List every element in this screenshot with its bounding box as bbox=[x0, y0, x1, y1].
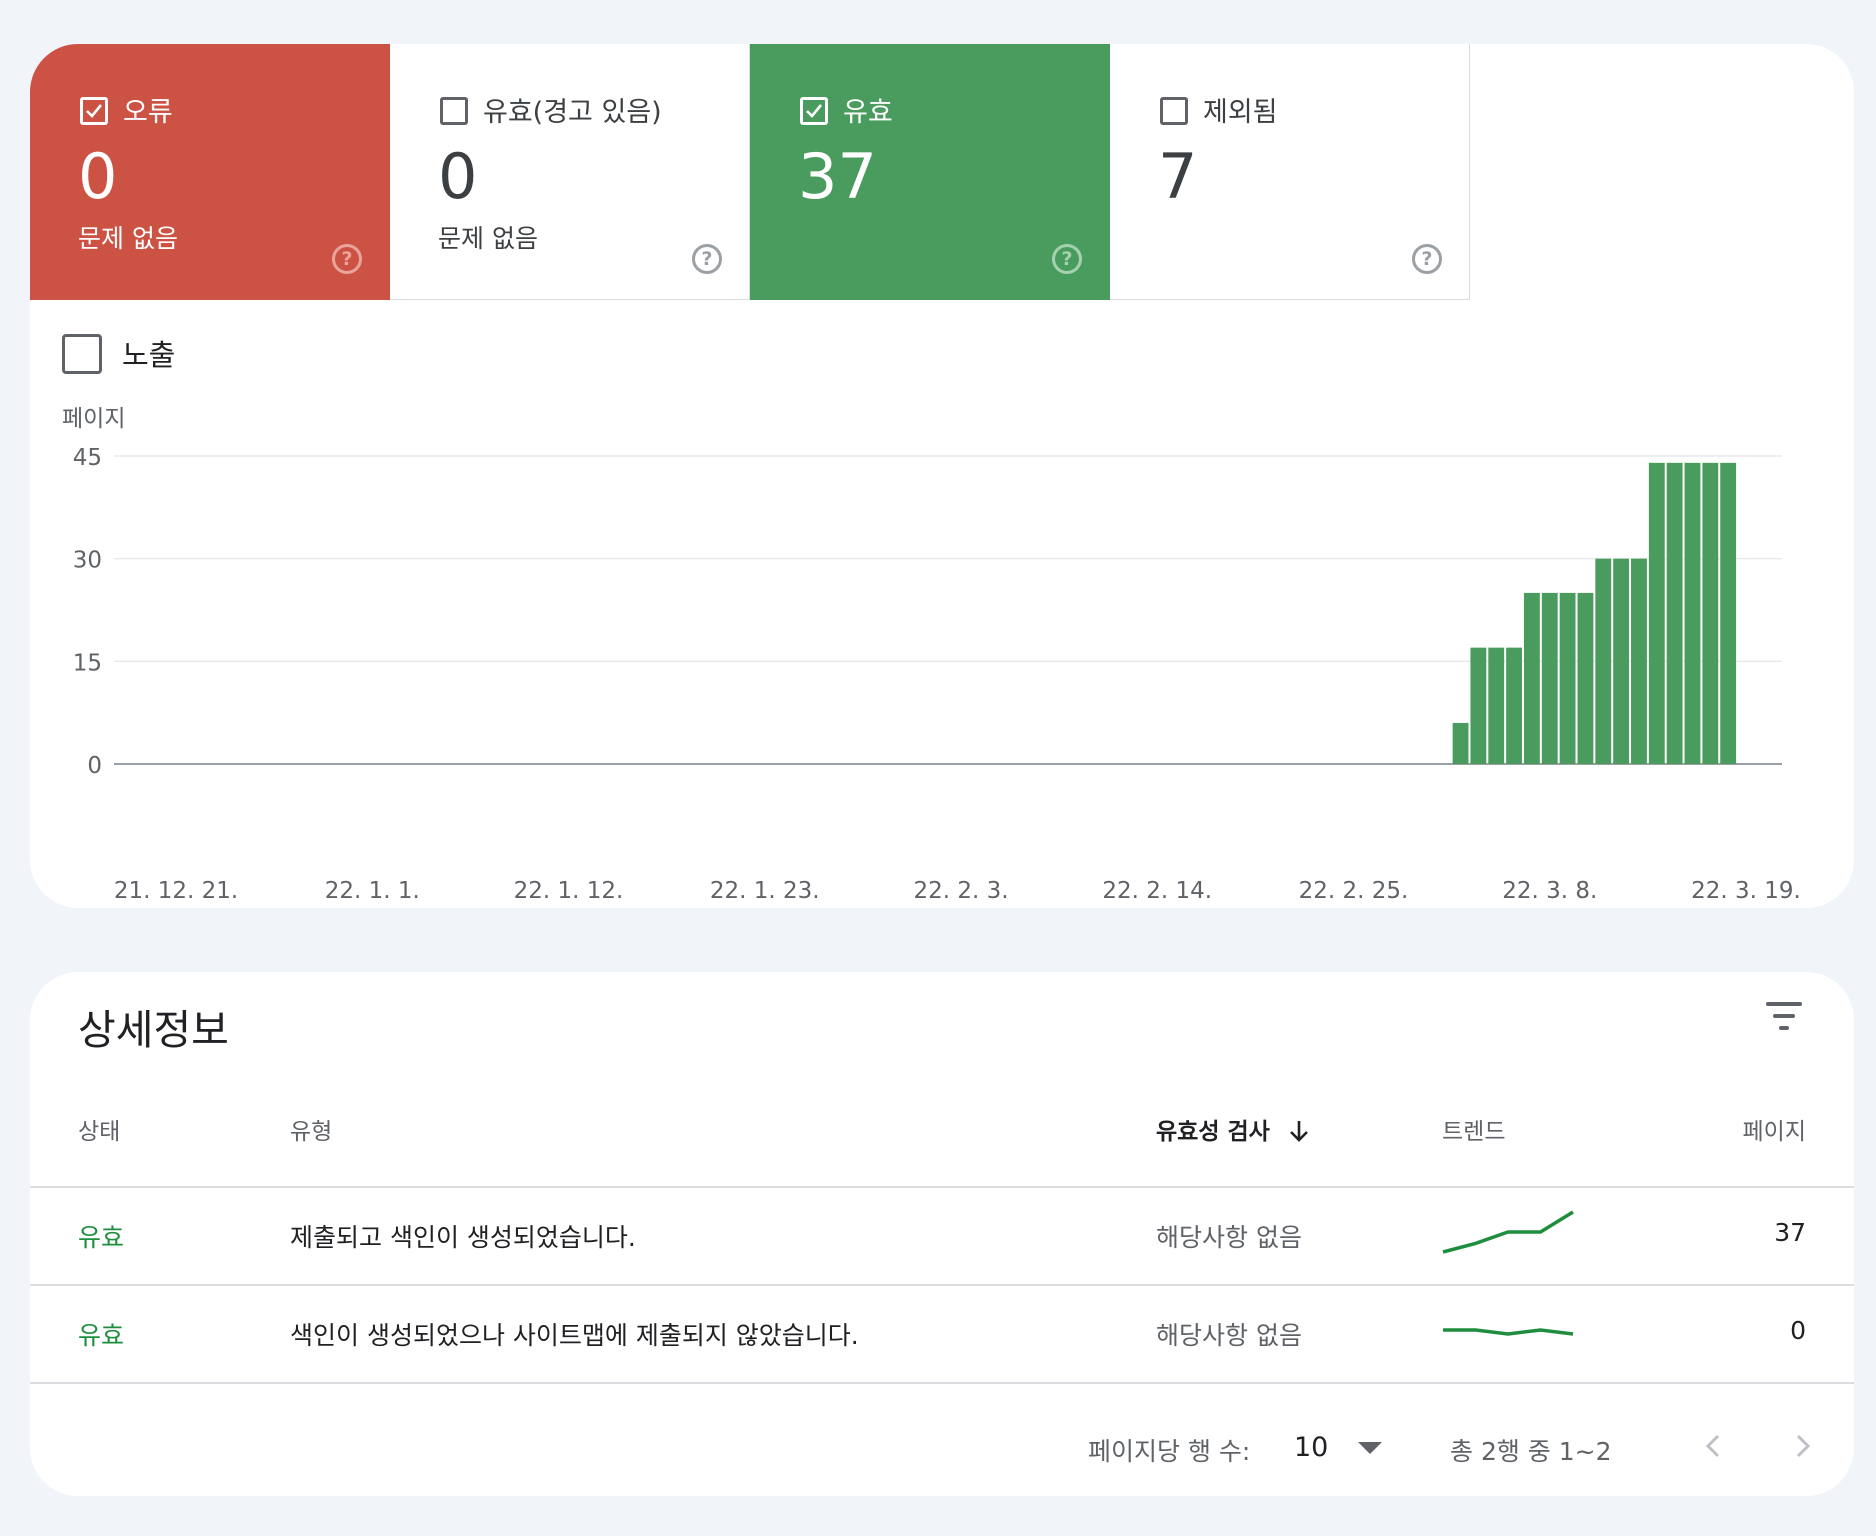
tile-error-checkbox[interactable] bbox=[80, 97, 108, 125]
chart-bar bbox=[1470, 647, 1487, 764]
table-divider bbox=[30, 1382, 1854, 1384]
help-icon[interactable]: ? bbox=[692, 244, 722, 274]
tile-valid-count: 37 bbox=[798, 140, 877, 213]
column-header-validation[interactable]: 유효성 검사 bbox=[1156, 1112, 1312, 1146]
coverage-card: 오류 0 문제 없음 ? 유효(경고 있음) 0 문제 없음 ? 유효 37 ?… bbox=[30, 44, 1854, 908]
row-validation: 해당사항 없음 bbox=[1156, 1321, 1302, 1350]
table-row[interactable]: 유효 색인이 생성되었으나 사이트맵에 제출되지 않았습니다. 해당사항 없음 … bbox=[30, 1284, 1854, 1382]
tile-warning-status: 문제 없음 bbox=[438, 224, 538, 253]
tile-error-label: 오류 bbox=[123, 97, 173, 128]
chart-bar bbox=[1720, 462, 1737, 764]
tile-excluded-count: 7 bbox=[1158, 140, 1198, 213]
x-tick-label: 22. 1. 23. bbox=[710, 878, 820, 904]
tile-error-status: 문제 없음 bbox=[78, 224, 178, 253]
impressions-label: 노출 bbox=[122, 338, 176, 372]
row-pages: 0 bbox=[1790, 1316, 1806, 1345]
tile-valid-label: 유효 bbox=[843, 97, 893, 128]
tile-valid-checkbox[interactable] bbox=[800, 97, 828, 125]
filter-icon[interactable] bbox=[1766, 1002, 1806, 1034]
x-tick-label: 22. 2. 3. bbox=[913, 878, 1008, 904]
tile-error[interactable]: 오류 0 문제 없음 ? bbox=[30, 44, 390, 300]
x-tick-label: 22. 1. 1. bbox=[325, 878, 420, 904]
row-type: 제출되고 색인이 생성되었습니다. bbox=[290, 1223, 636, 1252]
tile-warning-checkbox[interactable] bbox=[440, 97, 468, 125]
column-header-type[interactable]: 유형 bbox=[290, 1119, 333, 1145]
tile-excluded[interactable]: 제외됨 7 ? bbox=[1110, 44, 1470, 300]
y-axis-label: 페이지 bbox=[62, 406, 125, 432]
row-pages: 37 bbox=[1774, 1218, 1806, 1247]
help-icon[interactable]: ? bbox=[1052, 244, 1082, 274]
chart-bar bbox=[1666, 462, 1683, 764]
y-tick-label: 45 bbox=[73, 445, 102, 471]
y-tick-label: 15 bbox=[73, 650, 102, 676]
x-tick-label: 21. 12. 21. bbox=[114, 878, 238, 904]
tile-excluded-label: 제외됨 bbox=[1203, 97, 1278, 128]
tile-warning-count: 0 bbox=[438, 140, 478, 213]
coverage-chart: 페이지 0 15 30 45 21. 12. 21. 22. 1. 1. 22. 1. 12.… bbox=[62, 406, 1801, 904]
trend-sparkline bbox=[1443, 1328, 1574, 1336]
rows-per-page-label: 페이지당 행 수: bbox=[1088, 1437, 1251, 1466]
details-card: 상세정보 상태 유형 유효성 검사 트렌드 페이지 유효 제출되고 색인이 생성… bbox=[30, 972, 1854, 1496]
chart-bar bbox=[1559, 592, 1576, 764]
chart-bar bbox=[1613, 558, 1630, 764]
chart-bar bbox=[1631, 558, 1647, 764]
x-tick-label: 22. 3. 19. bbox=[1691, 878, 1801, 904]
row-status: 유효 bbox=[78, 1223, 125, 1252]
chart-bar bbox=[1541, 592, 1558, 764]
chart-bar bbox=[1577, 592, 1594, 764]
arrow-down-icon bbox=[1289, 1121, 1308, 1142]
chevron-right-icon[interactable] bbox=[1782, 1426, 1822, 1466]
y-tick-label: 30 bbox=[73, 548, 102, 574]
table-row[interactable]: 유효 제출되고 색인이 생성되었습니다. 해당사항 없음 37 bbox=[30, 1186, 1854, 1284]
rows-per-page-select[interactable]: 10 bbox=[1294, 1432, 1329, 1463]
chart-bar bbox=[1488, 647, 1505, 764]
column-header-validation-label: 유효성 검사 bbox=[1156, 1119, 1270, 1145]
details-title: 상세정보 bbox=[78, 1006, 229, 1054]
chart-bar bbox=[1595, 558, 1612, 764]
x-tick-label: 22. 3. 8. bbox=[1502, 878, 1597, 904]
column-header-trend: 트렌드 bbox=[1442, 1119, 1506, 1145]
chart-bar bbox=[1452, 722, 1469, 764]
tile-warning[interactable]: 유효(경고 있음) 0 문제 없음 ? bbox=[390, 44, 750, 300]
tile-valid[interactable]: 유효 37 ? bbox=[750, 44, 1110, 300]
help-icon[interactable]: ? bbox=[332, 244, 362, 274]
check-icon bbox=[806, 104, 823, 118]
chart-bar bbox=[1684, 462, 1701, 764]
impressions-checkbox[interactable] bbox=[62, 334, 102, 374]
dropdown-arrow-icon[interactable] bbox=[1356, 1440, 1384, 1456]
row-validation: 해당사항 없음 bbox=[1156, 1223, 1302, 1252]
sparkline-path bbox=[1442, 1210, 1574, 1254]
tile-excluded-checkbox[interactable] bbox=[1160, 97, 1188, 125]
chart-bar bbox=[1523, 592, 1540, 764]
column-header-pages[interactable]: 페이지 bbox=[1742, 1119, 1806, 1145]
row-type: 색인이 생성되었으나 사이트맵에 제출되지 않았습니다. bbox=[290, 1321, 859, 1350]
chart-bar bbox=[1702, 462, 1719, 764]
help-icon[interactable]: ? bbox=[1412, 244, 1442, 274]
trend-sparkline bbox=[1442, 1210, 1574, 1254]
chart-bar bbox=[1506, 647, 1522, 764]
sparkline-path bbox=[1443, 1328, 1574, 1336]
pagination-range: 총 2행 중 1~2 bbox=[1450, 1437, 1612, 1466]
tile-error-count: 0 bbox=[78, 140, 118, 213]
row-status: 유효 bbox=[78, 1321, 125, 1350]
y-tick-label: 0 bbox=[87, 753, 102, 779]
tile-warning-label: 유효(경고 있음) bbox=[483, 97, 662, 128]
check-icon bbox=[86, 104, 103, 118]
x-tick-label: 22. 2. 14. bbox=[1102, 878, 1212, 904]
chart-bar bbox=[1648, 462, 1665, 764]
x-tick-label: 22. 1. 12. bbox=[514, 878, 624, 904]
x-tick-label: 22. 2. 25. bbox=[1299, 878, 1409, 904]
column-header-status[interactable]: 상태 bbox=[78, 1119, 121, 1145]
chevron-left-icon[interactable] bbox=[1694, 1426, 1734, 1466]
